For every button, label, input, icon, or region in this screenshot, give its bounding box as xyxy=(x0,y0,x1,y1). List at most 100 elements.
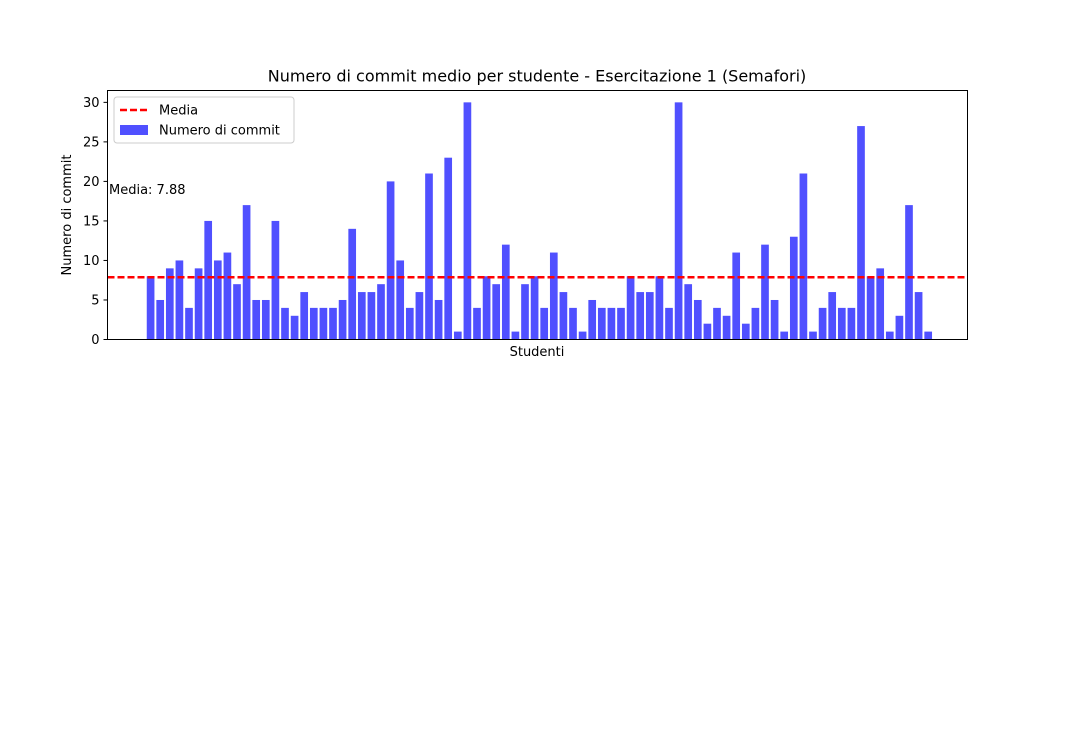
bar xyxy=(645,292,654,340)
bar xyxy=(204,220,213,340)
bar xyxy=(924,331,933,340)
y-tick-label: 25 xyxy=(83,135,100,150)
bar xyxy=(818,307,827,340)
bar xyxy=(357,292,366,340)
bar xyxy=(559,292,568,340)
bars-group xyxy=(146,102,933,340)
bar xyxy=(578,331,587,340)
legend-box xyxy=(113,96,295,144)
legend: Media Numero di commit xyxy=(113,96,295,144)
bar xyxy=(165,268,174,340)
y-tick-label: 20 xyxy=(83,175,100,190)
bar xyxy=(684,284,693,340)
bar xyxy=(722,315,731,340)
bar xyxy=(617,307,625,340)
bar xyxy=(837,307,846,340)
bar xyxy=(492,284,501,340)
bar xyxy=(521,284,529,340)
bar xyxy=(434,299,443,340)
bar xyxy=(501,244,510,340)
y-tick-label: 30 xyxy=(83,96,100,111)
bar xyxy=(482,276,491,340)
bar xyxy=(741,323,750,340)
bar xyxy=(895,315,904,340)
bar xyxy=(444,157,453,340)
bar xyxy=(636,292,645,340)
bar xyxy=(156,299,165,340)
bar xyxy=(732,252,741,340)
bar xyxy=(569,307,577,340)
bar xyxy=(703,323,712,340)
bar xyxy=(540,307,549,340)
legend-bar-label: Numero di commit xyxy=(159,124,280,139)
bar xyxy=(588,299,597,340)
bar xyxy=(367,292,376,340)
bar xyxy=(674,102,683,340)
bar xyxy=(876,268,885,340)
bar xyxy=(597,307,606,340)
bar xyxy=(885,331,894,340)
bar xyxy=(290,315,299,340)
y-axis: 0 5 10 15 20 25 30 xyxy=(83,96,108,348)
bar xyxy=(309,307,318,340)
legend-mean-label: Media xyxy=(159,104,198,119)
mean-annotation: Media: 7.88 xyxy=(109,183,186,198)
bar xyxy=(415,292,424,340)
bar xyxy=(223,252,232,340)
bar xyxy=(789,236,798,340)
bar xyxy=(242,205,251,340)
bar xyxy=(329,307,337,340)
bar xyxy=(185,307,193,340)
bar xyxy=(809,331,817,340)
bar xyxy=(857,126,865,340)
bar xyxy=(425,173,433,340)
bar xyxy=(713,307,721,340)
bar xyxy=(463,102,472,340)
bar xyxy=(213,260,222,340)
bar xyxy=(761,244,769,340)
bar xyxy=(693,299,702,340)
bar xyxy=(866,276,875,340)
bar xyxy=(655,276,664,340)
bar xyxy=(626,276,635,340)
bar xyxy=(828,292,837,340)
bar xyxy=(549,252,558,340)
bar xyxy=(905,205,913,340)
bar xyxy=(511,331,520,340)
bar xyxy=(751,307,760,340)
bar xyxy=(799,173,808,340)
bar xyxy=(271,220,280,340)
bar xyxy=(473,307,481,340)
bar xyxy=(377,284,385,340)
bar xyxy=(338,299,347,340)
bar xyxy=(770,299,779,340)
bar xyxy=(319,307,328,340)
bar xyxy=(847,307,856,340)
bar xyxy=(194,268,203,340)
plot-frame xyxy=(107,90,968,340)
y-tick-label: 5 xyxy=(91,293,99,308)
bar xyxy=(780,331,789,340)
y-tick-label: 0 xyxy=(91,333,99,348)
bar xyxy=(175,260,184,340)
bar xyxy=(530,276,539,340)
legend-bar-swatch xyxy=(120,125,148,135)
bar xyxy=(233,284,241,340)
bar xyxy=(348,228,357,340)
bar xyxy=(665,307,673,340)
bar xyxy=(146,276,155,340)
y-axis-label: Numero di commit xyxy=(60,155,75,276)
chart-title: Numero di commit medio per studente - Es… xyxy=(268,67,807,86)
bar xyxy=(386,181,395,340)
bar xyxy=(914,292,923,340)
bar xyxy=(281,307,289,340)
y-tick-label: 10 xyxy=(83,254,100,269)
bar xyxy=(607,307,616,340)
y-tick-label: 15 xyxy=(83,214,100,229)
bar xyxy=(261,299,270,340)
bar xyxy=(396,260,405,340)
x-axis-label: Studenti xyxy=(510,345,565,360)
bar xyxy=(405,307,414,340)
bar xyxy=(453,331,462,340)
